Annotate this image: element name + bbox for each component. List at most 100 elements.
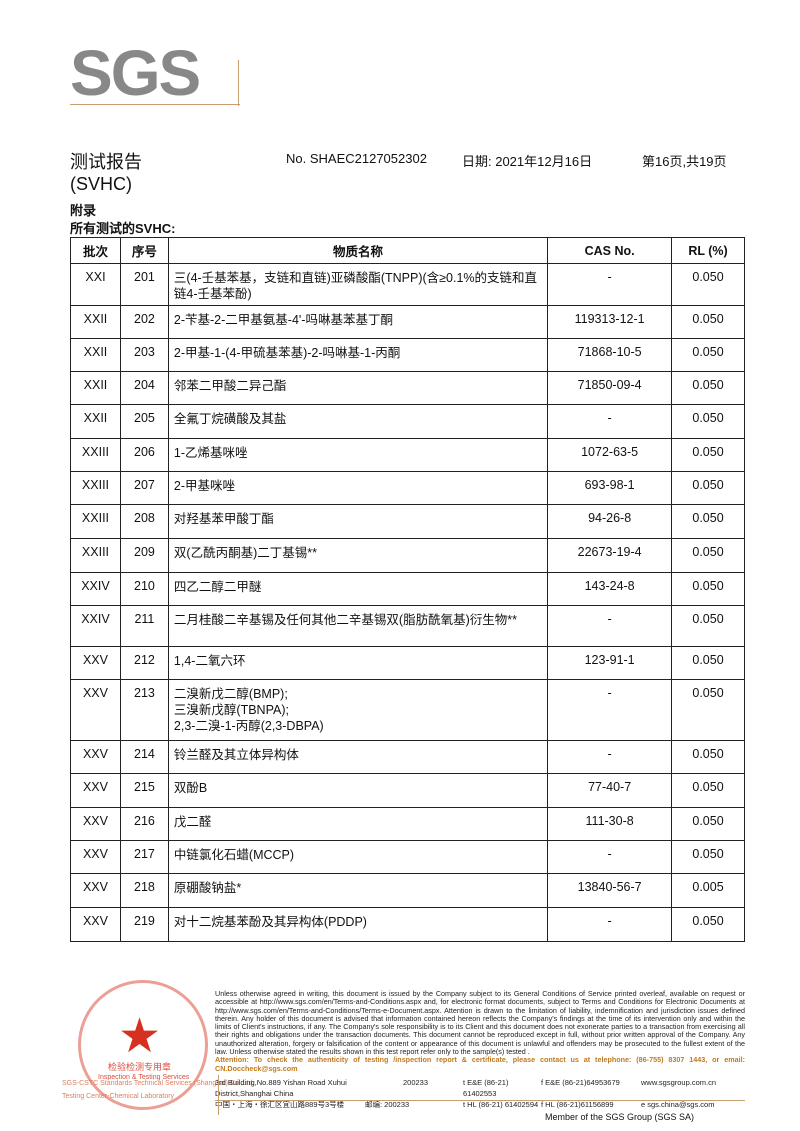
table-row: XXII 204 邻苯二甲酸二异己酯 71850-09-4 0.050 (70, 371, 745, 405)
cell-cas: 123-91-1 (547, 646, 673, 680)
cell-rl: 0.050 (671, 740, 745, 774)
cell-rl: 0.050 (671, 907, 745, 942)
cell-batch: XXV (70, 646, 121, 680)
table-row: XXII 202 2-苄基-2-二甲基氨基-4'-吗啉基苯基丁酮 119313-12-… (70, 305, 745, 339)
cell-batch: XXV (70, 679, 121, 741)
cell-rl: 0.050 (671, 263, 745, 306)
cell-no: 210 (119, 572, 169, 606)
email: e sgs.china@sgs.com (641, 1100, 715, 1109)
cell-batch: XXV (70, 907, 121, 942)
cell-cas: - (547, 404, 673, 439)
report-number: No. SHAEC2127052302 (286, 151, 427, 166)
cell-substance: 二月桂酸二辛基锡及任何其他二辛基锡双(脂肪酰氧基)衍生物** (167, 605, 549, 647)
cell-substance: 邻苯二甲酸二异己酯 (167, 371, 549, 405)
cell-rl: 0.050 (671, 504, 745, 539)
column-header-substance: 物质名称 (167, 237, 549, 264)
cell-rl: 0.005 (671, 873, 745, 908)
stamp-text: 检验检测专用章 (108, 1062, 172, 1072)
cell-cas: 143-24-8 (547, 572, 673, 606)
cell-substance: 2-甲基咪唑 (167, 471, 549, 505)
cell-batch: XXIV (70, 572, 121, 606)
cell-no: 214 (119, 740, 169, 774)
cell-substance: 2-苄基-2-二甲基氨基-4'-吗啉基苯基丁酮 (167, 305, 549, 339)
cell-no: 213 (119, 679, 169, 741)
cell-no: 212 (119, 646, 169, 680)
cell-no: 203 (119, 338, 169, 372)
zip-en: 200233 (403, 1078, 429, 1087)
cell-batch: XXII (70, 404, 121, 439)
table-row: XXV 214 铃兰醛及其立体异构体 -0.050 (70, 740, 745, 774)
report-subtitle: (SVHC) (70, 174, 132, 194)
cell-rl: 0.050 (671, 438, 745, 472)
tel-1: t E&E (86-21) 61402553 (463, 1078, 509, 1098)
logo-divider-vertical (238, 60, 239, 106)
website: www.sgsgroup.com.cn (641, 1078, 717, 1087)
column-header-cas: CAS No. (547, 237, 673, 264)
cell-cas: 119313-12-1 (547, 305, 673, 339)
table-row: XXV 215 双酚B 77-40-7 0.050 (70, 773, 745, 808)
cell-substance: 中链氯化石蜡(MCCP) (167, 840, 549, 874)
cell-cas: - (547, 605, 673, 647)
cell-rl: 0.050 (671, 840, 745, 874)
report-date: 日期: 2021年12月16日 (462, 154, 593, 169)
fax-1: f E&E (86-21)64953679 (541, 1078, 620, 1087)
cell-rl: 0.050 (671, 404, 745, 439)
star-icon: ★ (118, 1010, 162, 1063)
cell-cas: - (547, 840, 673, 874)
cell-no: 208 (119, 504, 169, 539)
cell-substance: 2-甲基-1-(4-甲硫基苯基)-2-吗啉基-1-丙酮 (167, 338, 549, 372)
footer-divider (215, 1100, 745, 1101)
cell-no: 219 (119, 907, 169, 942)
table-row: XXIII 207 2-甲基咪唑 693-98-1 0.050 (70, 471, 745, 505)
cell-rl: 0.050 (671, 538, 745, 573)
cell-batch: XXI (70, 263, 121, 306)
address-block: 3rd Building,No.889 Yishan Road Xuhui Di… (215, 1077, 745, 1110)
table-header: 批次 序号 物质名称 CAS No. RL (%) (70, 237, 745, 264)
cell-batch: XXIV (70, 605, 121, 647)
cell-batch: XXV (70, 773, 121, 808)
table-row: XXIII 208 对羟基苯甲酸丁酯 94-26-8 0.050 (70, 504, 745, 539)
cell-batch: XXV (70, 740, 121, 774)
cell-batch: XXV (70, 873, 121, 908)
table-row: XXIII 209 双(乙酰丙酮基)二丁基锡** 22673-19-4 0.050 (70, 538, 745, 573)
cell-rl: 0.050 (671, 371, 745, 405)
cell-cas: 1072-63-5 (547, 438, 673, 472)
column-header-rl: RL (%) (671, 237, 745, 264)
cell-batch: XXIII (70, 538, 121, 573)
cell-substance: 全氟丁烷磺酸及其盐 (167, 404, 549, 439)
cell-batch: XXII (70, 338, 121, 372)
cell-rl: 0.050 (671, 572, 745, 606)
cell-cas: 71868-10-5 (547, 338, 673, 372)
zip-cn: 邮编: 200233 (365, 1100, 410, 1109)
cell-rl: 0.050 (671, 338, 745, 372)
cell-substance: 对十二烷基苯酚及其异构体(PDDP) (167, 907, 549, 942)
cell-no: 202 (119, 305, 169, 339)
column-header-no: 序号 (119, 237, 169, 264)
cell-rl: 0.050 (671, 807, 745, 841)
cell-substance: 双酚B (167, 773, 549, 808)
address-cn: 中国・上海・徐汇区宜山路889号3号楼 (215, 1100, 345, 1109)
cell-no: 217 (119, 840, 169, 874)
cell-batch: XXIII (70, 471, 121, 505)
cell-no: 218 (119, 873, 169, 908)
cell-cas: - (547, 907, 673, 942)
cell-cas: 111-30-8 (547, 807, 673, 841)
cell-no: 211 (119, 605, 169, 647)
table-row: XXV 219 对十二烷基苯酚及其异构体(PDDP) -0.050 (70, 907, 745, 942)
lab-name: Testing Center-Chemical Laboratory (62, 1093, 175, 1100)
cell-cas: 71850-09-4 (547, 371, 673, 405)
cell-substance: 对羟基苯甲酸丁酯 (167, 504, 549, 539)
cell-no: 201 (119, 263, 169, 306)
cell-no: 207 (119, 471, 169, 505)
cell-rl: 0.050 (671, 305, 745, 339)
report-title: 测试报告 (70, 152, 142, 172)
table-row: XXV 213 二溴新戊二醇(BMP); 三溴新戊醇(TBNPA); 2,3-二溴-… (70, 679, 745, 741)
page-number: 第16页,共19页 (642, 154, 727, 169)
attention-text: Attention: To check the authenticity of … (215, 1055, 745, 1073)
sgs-logo: SGS (70, 37, 201, 109)
cell-no: 215 (119, 773, 169, 808)
cell-cas: - (547, 263, 673, 306)
cell-cas: 13840-56-7 (547, 873, 673, 908)
cell-substance: 四乙二醇二甲醚 (167, 572, 549, 606)
footer-divider-vertical (218, 1075, 219, 1115)
